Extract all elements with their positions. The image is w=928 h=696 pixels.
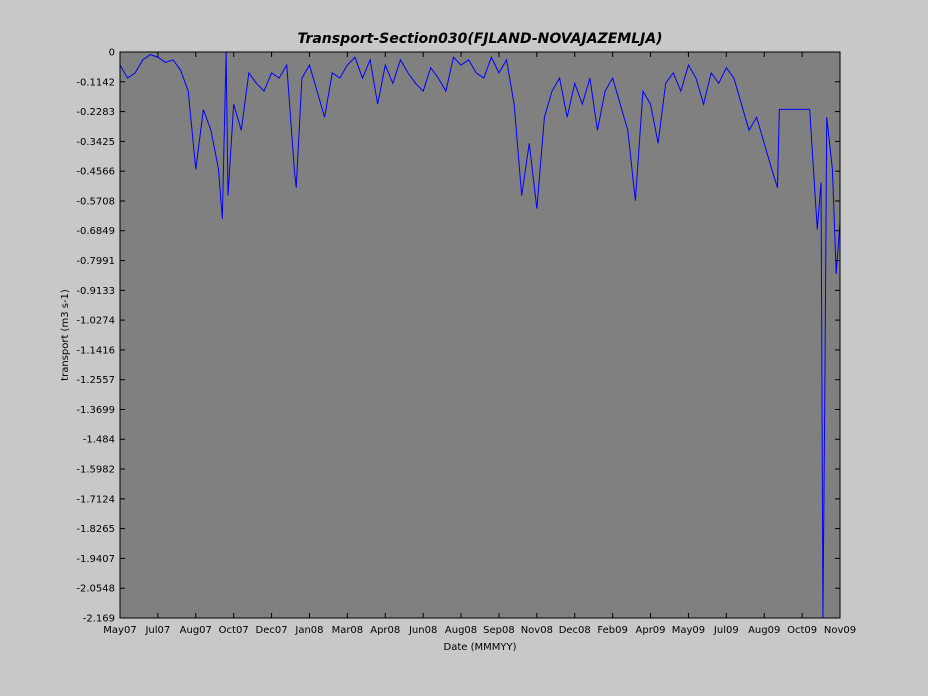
y-tick-label: -0.7991: [76, 256, 115, 267]
x-tick-label: Jun08: [408, 625, 437, 636]
x-tick-label: Jan08: [294, 625, 323, 636]
x-tick-label: Aug08: [445, 625, 477, 636]
x-tick-label: Mar08: [332, 625, 364, 636]
x-tick-label: Jul07: [144, 625, 170, 636]
data-line: [119, 51, 841, 619]
y-tick-label: -1.2557: [76, 375, 115, 386]
y-tick-label: -0.5708: [76, 196, 115, 207]
x-tick-label: May07: [103, 625, 136, 636]
y-tick-label: -1.484: [83, 435, 115, 446]
x-tick-label: Sep08: [483, 625, 515, 636]
y-tick-label: -1.9407: [76, 554, 115, 565]
y-tick-label: -2.0548: [76, 584, 115, 595]
x-tick-label: Oct09: [787, 625, 817, 636]
y-tick-label: 0: [109, 48, 115, 59]
axes: 0 -0.1142 -0.2283 -0.3425 -0.4566 -0.5708 -0.6…: [76, 48, 856, 637]
y-tick-label: -1.7124: [76, 494, 115, 505]
x-tick-label: Dec07: [256, 625, 288, 636]
y-tick-label: -1.0274: [76, 316, 115, 327]
plot-area: [120, 52, 840, 618]
y-tick-label: -0.2283: [76, 107, 115, 118]
y-tick-label: -0.6849: [76, 226, 115, 237]
x-tick-label: Oct07: [219, 625, 249, 636]
x-axis-label: Date (MMMYY): [444, 642, 517, 653]
y-tick-label: -1.3699: [76, 405, 115, 416]
x-tick-label: Jul09: [713, 625, 739, 636]
y-tick-label: -0.1142: [76, 77, 115, 88]
x-tick-label: Feb09: [597, 625, 627, 636]
y-tick-label: -1.5982: [76, 465, 115, 476]
y-tick-label: -1.1416: [76, 345, 115, 356]
y-tick-label: -2.169: [83, 614, 115, 625]
chart-title: Transport-Section030(FJLAND-NOVAJAZEMLJA…: [297, 31, 662, 47]
x-tick-label: Nov09: [824, 625, 856, 636]
plot-frame: [119, 51, 841, 619]
y-tick-label: -1.8265: [76, 524, 115, 535]
x-tick-label: Dec08: [559, 625, 591, 636]
y-tick-label: -0.4566: [76, 167, 115, 178]
y-axis-label: transport (m3 s-1): [60, 289, 71, 381]
x-tick-label: Apr08: [370, 625, 400, 636]
x-tick-label: May09: [672, 625, 705, 636]
series-group: [119, 51, 841, 619]
x-tick-label: Aug09: [748, 625, 780, 636]
x-tick-label: Aug07: [180, 625, 212, 636]
y-tick-label: -0.9133: [76, 286, 115, 297]
y-tick-label: -0.3425: [76, 137, 115, 148]
x-tick-label: Apr09: [636, 625, 666, 636]
x-tick-label: Nov08: [521, 625, 553, 636]
